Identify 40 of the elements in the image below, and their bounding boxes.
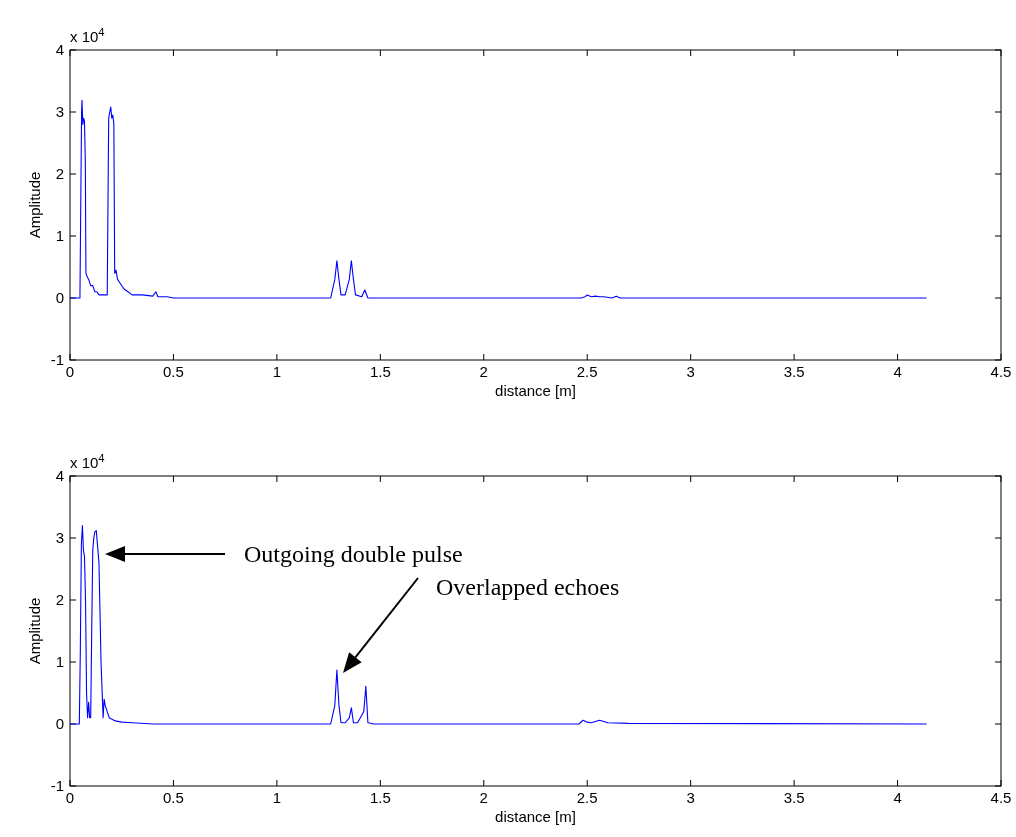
x-tick-label: 1 <box>272 363 282 380</box>
x-tick-label: 1.5 <box>369 789 391 806</box>
line-series <box>69 99 928 299</box>
y-axis-title: Amplitude <box>26 171 43 239</box>
y-tick-label: -1 <box>50 351 64 368</box>
line-series <box>69 525 928 725</box>
x-axis-title: distance [m] <box>495 382 576 399</box>
y-tick-label: -1 <box>50 777 64 794</box>
y-tick-label: 3 <box>55 529 64 546</box>
x-tick-label: 1 <box>272 789 282 806</box>
x-tick-label: 3.5 <box>783 789 805 806</box>
annotation: Overlapped echoes <box>436 574 620 600</box>
y-tick-label: 4 <box>55 467 64 484</box>
x-tick-label: 1.5 <box>369 363 391 380</box>
y-tick-label: 4 <box>55 41 64 58</box>
y-tick-label: 0 <box>55 715 64 732</box>
x-tick-label: 4.5 <box>990 789 1012 806</box>
x-tick-label: 4.5 <box>990 363 1012 380</box>
x-tick-label: 4 <box>893 363 902 380</box>
x-tick-label: 2 <box>479 363 488 380</box>
y-tick-label: 0 <box>55 289 64 306</box>
x-tick-label: 4 <box>893 789 902 806</box>
x-tick-label: 3.5 <box>783 363 805 380</box>
y-tick-label: 2 <box>55 591 64 608</box>
y-tick-label: 2 <box>55 165 64 182</box>
x-tick-label: 3 <box>686 789 695 806</box>
y-axis-title: Amplitude <box>26 597 43 665</box>
text: x 10$^{4}$ <box>70 452 105 471</box>
x-tick-label: 2.5 <box>576 789 598 806</box>
annotation: Outgoing double pulse <box>244 541 463 567</box>
y-tick-label: 1 <box>55 227 64 244</box>
x-tick-label: 3 <box>686 363 695 380</box>
x-tick-label: 0.5 <box>163 363 184 380</box>
y-tick-label: 1 <box>55 653 64 670</box>
x-tick-label: 2.5 <box>576 363 598 380</box>
x-tick-label: 2 <box>479 789 488 806</box>
x-axis-title: distance [m] <box>495 808 576 825</box>
text: x 10$^{4}$ <box>70 26 105 45</box>
x-tick-label: 0.5 <box>163 789 184 806</box>
y-tick-label: 3 <box>55 103 64 120</box>
